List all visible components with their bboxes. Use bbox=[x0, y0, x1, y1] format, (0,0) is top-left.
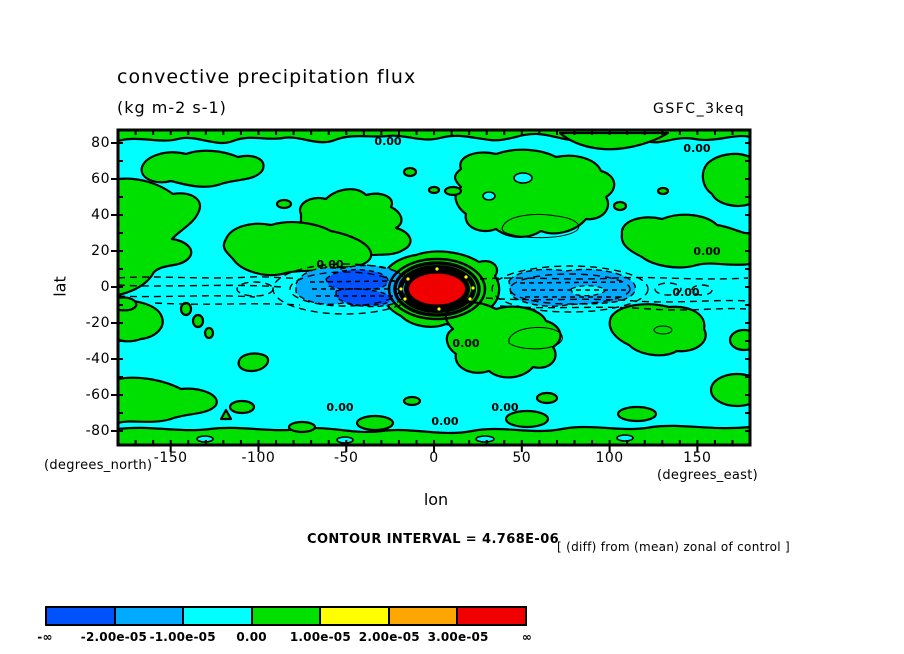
zero-label: 0.00 bbox=[491, 401, 518, 414]
dataset-label: GSFC_3keq bbox=[653, 101, 746, 117]
y-tick-label: 60 bbox=[91, 171, 110, 187]
contour-holes bbox=[196, 172, 634, 444]
colorbar-cell bbox=[387, 608, 457, 624]
y-axis-units: (degrees_north) bbox=[44, 458, 153, 473]
contour-interval-note: CONTOUR INTERVAL = 4.768E-06 bbox=[307, 532, 560, 547]
zero-label: 0.00 bbox=[431, 415, 458, 428]
zero-label: 0.00 bbox=[693, 245, 720, 258]
colorbar-tick-label: 2.00e-05 bbox=[358, 630, 420, 644]
colorbar-cell bbox=[182, 608, 251, 624]
colorbar-cell bbox=[319, 608, 388, 624]
y-tick-label: 0 bbox=[100, 279, 110, 295]
y-tick-label: -40 bbox=[85, 351, 110, 367]
positive-anomaly-patches bbox=[119, 131, 749, 444]
zero-label: 0.00 bbox=[316, 258, 343, 271]
thin-inner-contours bbox=[501, 213, 673, 350]
comparison-note: [ (diff) from (mean) zonal of control ] bbox=[557, 540, 790, 554]
colorbar-cell bbox=[456, 608, 526, 624]
colorbar-tick-label: -∞ bbox=[37, 630, 53, 644]
y-tick-label: -20 bbox=[85, 315, 110, 331]
x-tick-label: 50 bbox=[512, 450, 532, 466]
colorbar-tick-label: 0.00 bbox=[236, 630, 267, 644]
colorbar-tick-label: -2.00e-05 bbox=[80, 630, 147, 644]
zero-label: 0.00 bbox=[452, 337, 479, 350]
y-tick-label: 40 bbox=[91, 207, 110, 223]
units-label: (kg m-2 s-1) bbox=[117, 98, 227, 117]
colorbar-tick-label: 3.00e-05 bbox=[427, 630, 489, 644]
zero-label: 0.00 bbox=[326, 401, 353, 414]
x-axis-title: lon bbox=[423, 490, 449, 509]
colorbar bbox=[45, 606, 527, 626]
zero-label: 0.00 bbox=[683, 142, 710, 155]
x-tick-label: -150 bbox=[153, 450, 188, 466]
x-tick-label: 150 bbox=[683, 450, 712, 466]
equatorial-maximum bbox=[387, 257, 487, 321]
y-tick-label: -80 bbox=[85, 423, 110, 439]
yellow-contour-specks bbox=[399, 267, 475, 311]
x-tick-label: -50 bbox=[334, 450, 359, 466]
x-tick-label: 100 bbox=[595, 450, 624, 466]
colorbar-tick-label: -1.00e-05 bbox=[149, 630, 216, 644]
y-tick-label: 20 bbox=[91, 243, 110, 259]
colorbar-tick-label: ∞ bbox=[521, 630, 533, 644]
zero-label: 0.00 bbox=[374, 135, 401, 148]
colorbar-tick-label: 1.00e-05 bbox=[289, 630, 351, 644]
y-tick-label: -60 bbox=[85, 387, 110, 403]
colorbar-cell bbox=[47, 608, 114, 624]
zero-contour-labels: 0.00 0.00 0.00 0.00 0.00 0.00 0.00 0.00 … bbox=[316, 135, 720, 428]
colorbar-cell bbox=[250, 608, 320, 624]
x-tick-label: -100 bbox=[241, 450, 276, 466]
zero-label: 0.00 bbox=[672, 286, 699, 299]
x-axis-units: (degrees_east) bbox=[657, 468, 759, 483]
plot-title: convective precipitation flux bbox=[117, 66, 417, 88]
x-tick-label: 0 bbox=[429, 450, 439, 466]
map-frame-and-ticks bbox=[111, 128, 752, 452]
maximum-core bbox=[404, 268, 470, 310]
map-field: 0.00 0.00 0.00 0.00 0.00 0.00 0.00 0.00 … bbox=[119, 131, 749, 444]
colorbar-cell bbox=[113, 608, 183, 624]
y-tick-label: 80 bbox=[91, 135, 110, 151]
